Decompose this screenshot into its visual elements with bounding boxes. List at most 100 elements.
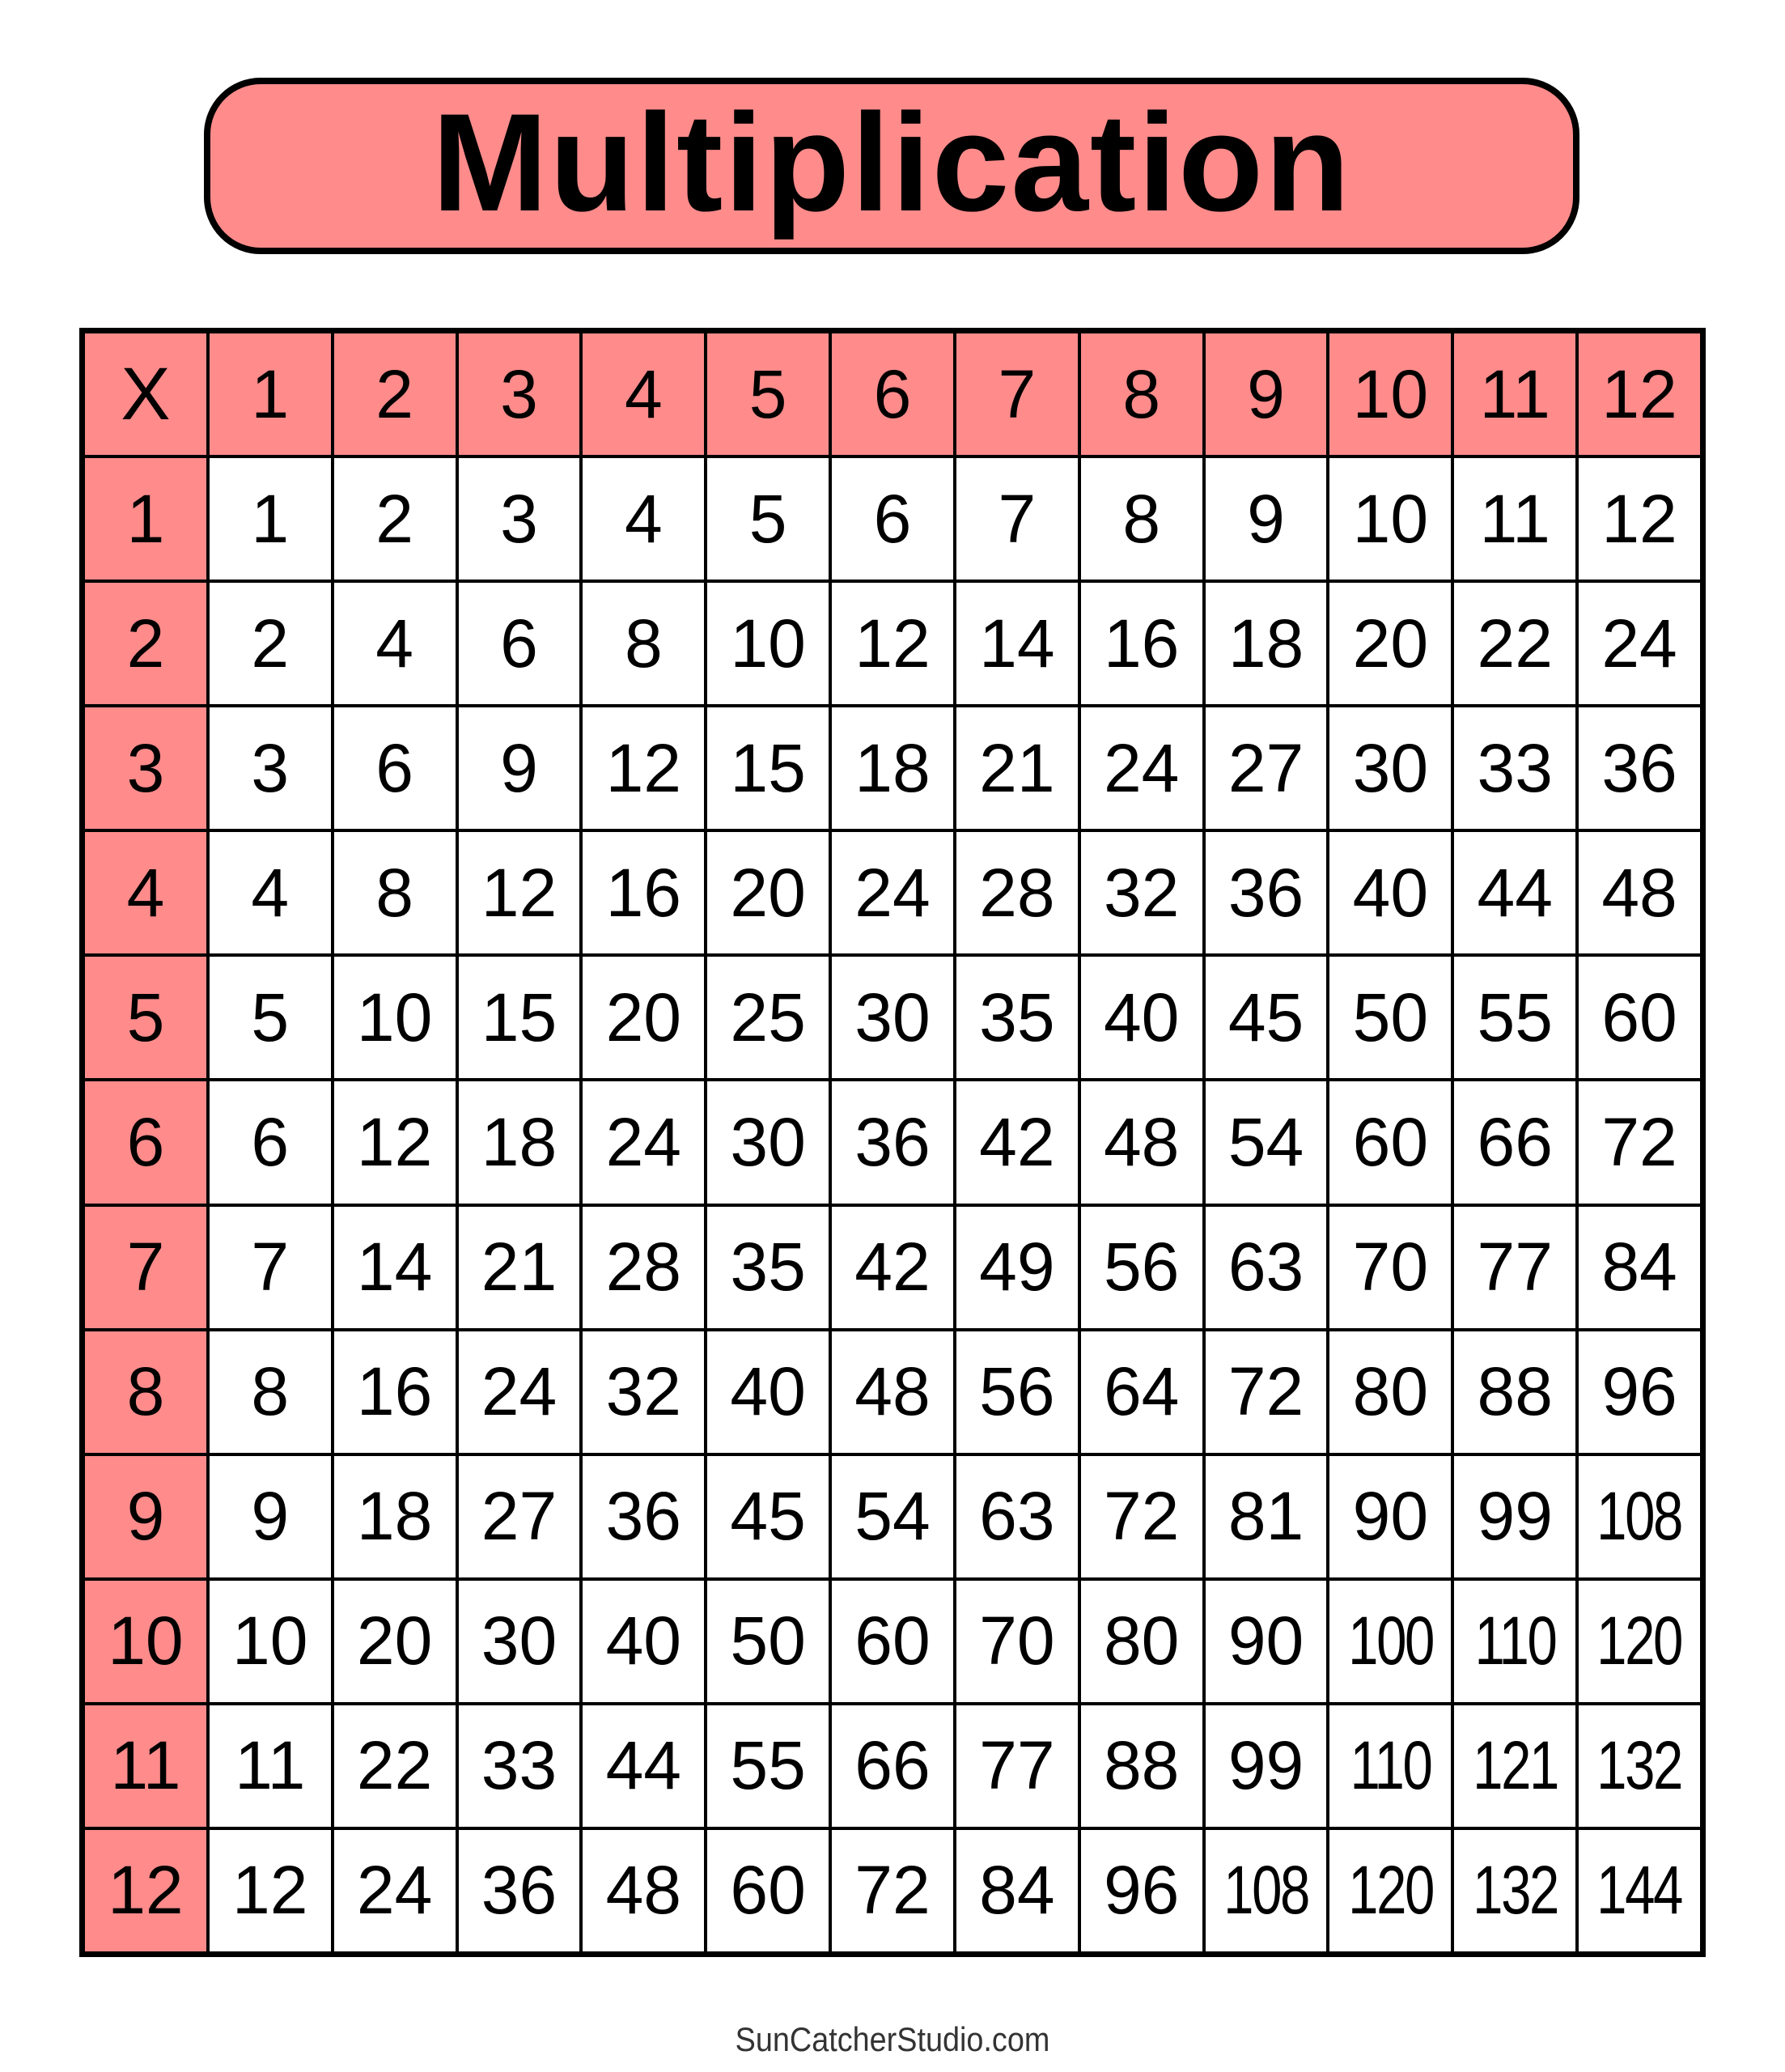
table-cell: 4 [333,583,456,705]
table-cell: 32 [583,1331,705,1453]
table-cell: 32 [1080,832,1202,954]
table-cell-text: 33 [1477,729,1553,806]
row-header-text: 8 [126,1353,165,1430]
table-cell: 90 [1329,1455,1452,1577]
table-cell-text: 14 [979,605,1055,681]
table-cell-text: 99 [1227,1727,1304,1804]
table-cell-text: 72 [1103,1478,1180,1555]
row-header-text: 1 [126,480,165,557]
footer-credit: SunCatcherStudio.com [735,2020,1050,2058]
table-cell: 108 [1579,1455,1700,1577]
column-header-text: 9 [1247,355,1285,432]
table-cell: 18 [458,1081,580,1204]
table-cell: 8 [333,832,456,954]
table-cell: 56 [956,1331,1078,1453]
table-cell-text: 40 [1352,854,1429,931]
table-cell-text: 12 [481,854,558,931]
table-cell-text: 4 [375,605,413,681]
table-cell: 2 [209,583,331,705]
table-cell: 144 [1579,1829,1700,1951]
row-header: 3 [85,707,206,830]
table-cell: 40 [583,1580,705,1702]
table-cell: 108 [1205,1829,1327,1951]
table-cell: 80 [1080,1580,1202,1702]
table-cell: 2 [333,458,456,580]
table-cell: 120 [1579,1580,1700,1702]
table-cell-text: 8 [375,854,413,931]
table-cell: 33 [458,1705,580,1827]
table-cell: 24 [1080,707,1202,830]
table-cell-text: 96 [1601,1353,1677,1430]
column-header: 3 [458,333,580,456]
table-cell-text: 48 [854,1353,931,1430]
table-cell: 9 [1205,458,1327,580]
table-cell-text: 30 [1352,729,1429,806]
page-title: Multiplication [431,85,1352,240]
table-cell-text: 77 [979,1727,1055,1804]
table-cell: 20 [707,832,829,954]
table-cell: 8 [209,1331,331,1453]
table-cell-text: 12 [1601,480,1677,557]
table-cell: 10 [209,1580,331,1702]
table-cell-text: 55 [730,1727,806,1804]
table-cell-text: 99 [1477,1478,1553,1555]
table-cell: 15 [707,707,829,830]
table-cell-text: 77 [1477,1229,1553,1306]
table-cell: 66 [1454,1081,1576,1204]
table-cell-text: 35 [979,979,1055,1055]
table-cell: 6 [209,1081,331,1204]
table-cell-text: 70 [1352,1229,1429,1306]
table-cell: 28 [583,1206,705,1328]
table-cell: 70 [1329,1206,1452,1328]
table-cell-text: 36 [481,1852,558,1929]
table-cell: 16 [583,832,705,954]
table-cell-text: 60 [1601,979,1677,1055]
table-cell: 36 [458,1829,580,1951]
table-cell-text: 63 [1227,1229,1304,1306]
table-cell-text: 45 [1227,979,1304,1055]
table-cell: 14 [333,1206,456,1328]
table-cell: 16 [1080,583,1202,705]
table-cell-text: 108 [1223,1852,1310,1929]
table-cell: 10 [707,583,829,705]
table-cell-text: 18 [356,1478,433,1555]
table-cell: 24 [583,1081,705,1204]
table-cell: 30 [832,957,953,1079]
table-cell: 60 [1329,1081,1452,1204]
table-cell: 35 [956,957,1078,1079]
row-header-text: 9 [126,1478,165,1555]
table-cell: 100 [1329,1580,1452,1702]
table-cell: 25 [707,957,829,1079]
row-header-text: 6 [126,1103,165,1180]
table-cell-text: 9 [500,729,538,806]
table-cell: 44 [583,1705,705,1827]
table-cell: 110 [1454,1580,1576,1702]
table-cell: 96 [1080,1829,1202,1951]
table-cell-text: 44 [605,1727,682,1804]
column-header: 12 [1579,333,1700,456]
table-cell-text: 63 [979,1478,1055,1555]
table-cell: 24 [832,832,953,954]
table-cell: 72 [1579,1081,1700,1204]
row-header-text: 10 [108,1603,184,1679]
table-cell-text: 20 [1352,605,1429,681]
column-header: 10 [1329,333,1452,456]
table-cell-text: 49 [979,1229,1055,1306]
table-cell-text: 48 [1103,1103,1180,1180]
table-cell: 88 [1080,1705,1202,1827]
table-cell: 64 [1080,1331,1202,1453]
table-cell: 6 [333,707,456,830]
table-cell: 50 [707,1580,829,1702]
table-cell: 40 [1329,832,1452,954]
table-cell: 54 [1205,1081,1327,1204]
row-header-text: 2 [126,605,165,681]
title-banner: Multiplication [204,78,1579,254]
table-cell: 30 [458,1580,580,1702]
row-header: 9 [85,1455,206,1577]
table-cell-text: 60 [854,1603,931,1679]
table-cell-text: 36 [1601,729,1677,806]
row-header: 7 [85,1206,206,1328]
table-cell: 8 [1080,458,1202,580]
table-cell-text: 45 [730,1478,806,1555]
table-cell-text: 30 [481,1603,558,1679]
